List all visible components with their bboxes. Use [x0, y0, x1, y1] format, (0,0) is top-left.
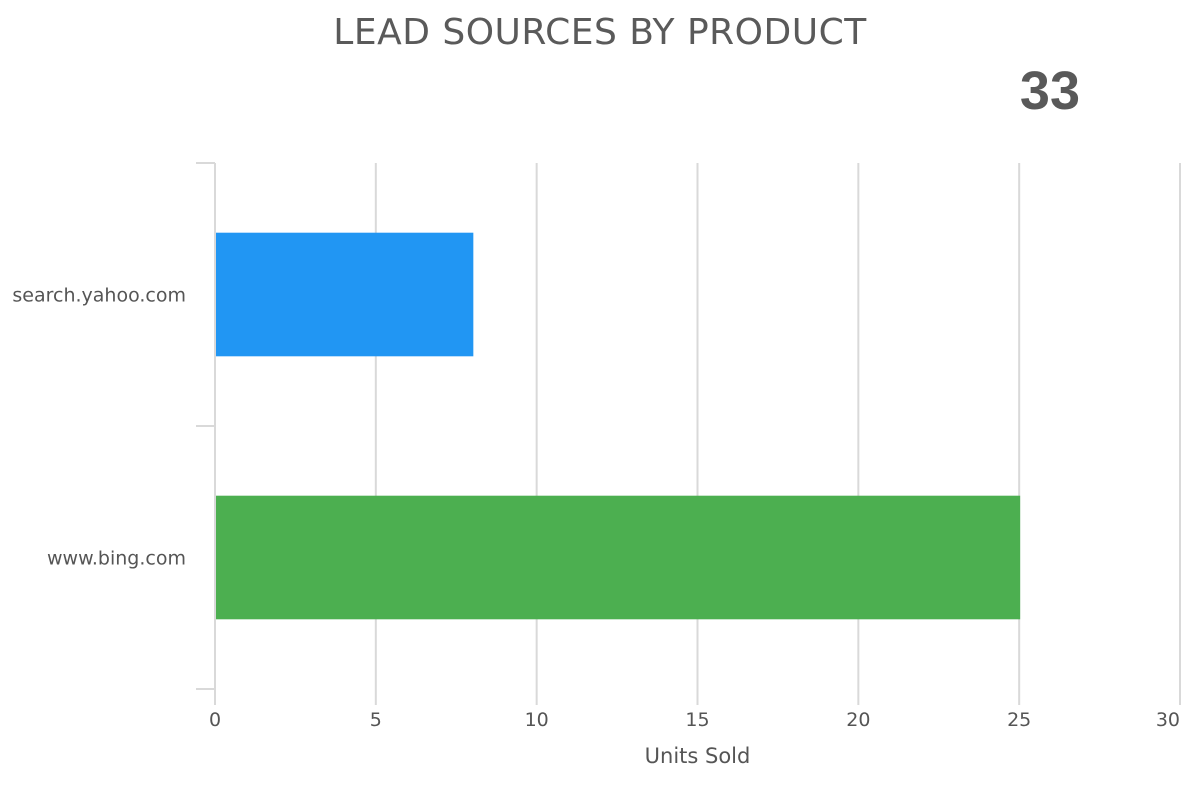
y-category-label-0: search.yahoo.com — [12, 285, 186, 307]
x-tick-label-30: 30 — [1156, 709, 1180, 731]
gridlines — [374, 163, 1181, 705]
y-axis — [196, 162, 216, 705]
x-tick-label-15: 15 — [685, 709, 709, 731]
x-tick-label-25: 25 — [1007, 709, 1031, 731]
tick-labels: 0 5 10 15 20 25 30 search.yahoo.com www.bing.com — [12, 285, 1180, 732]
chart-title: LEAD SOURCES BY PRODUCT — [333, 12, 867, 53]
x-tick-label-5: 5 — [370, 709, 382, 731]
total-value: 33 — [1019, 61, 1080, 121]
bar-0 — [216, 232, 474, 357]
x-tick-label-10: 10 — [525, 709, 549, 731]
bars — [216, 232, 1021, 620]
x-axis-title: Units Sold — [645, 744, 751, 768]
y-category-label-1: www.bing.com — [47, 548, 186, 570]
x-tick-label-0: 0 — [209, 709, 221, 731]
bar-1 — [216, 495, 1021, 620]
x-tick-label-20: 20 — [846, 709, 870, 731]
